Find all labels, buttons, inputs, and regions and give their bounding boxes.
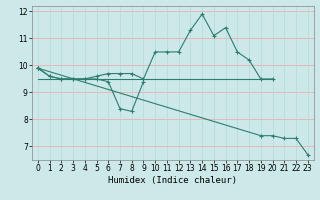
X-axis label: Humidex (Indice chaleur): Humidex (Indice chaleur) (108, 176, 237, 185)
